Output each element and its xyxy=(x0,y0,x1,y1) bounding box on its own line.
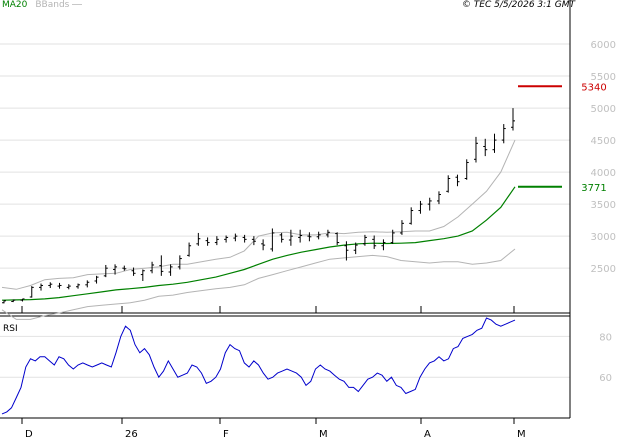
price-bar xyxy=(362,234,367,246)
price-bar xyxy=(511,108,515,131)
copyright-text: © TEC 5/5/2026 3:1 GMT xyxy=(461,0,575,10)
price-bar xyxy=(85,280,90,288)
price-bar xyxy=(233,233,238,242)
price-bar xyxy=(196,232,201,246)
price-bar xyxy=(335,232,340,246)
price-bar xyxy=(372,235,377,249)
price-level-label: 3771 xyxy=(581,183,606,194)
price-bar xyxy=(39,283,44,291)
price-tick-label: 3500 xyxy=(591,200,616,211)
x-axis-ticks: D 26 F M A M xyxy=(21,306,526,440)
price-bar xyxy=(427,197,432,211)
price-bar xyxy=(122,265,127,271)
moving-average xyxy=(1,186,516,301)
price-bar xyxy=(381,239,386,251)
y-axis-ticks: 2500 3000 3500 4000 4500 5000 5500 6000 60 80 xyxy=(591,40,616,384)
price-bar xyxy=(11,299,16,303)
price-bar xyxy=(501,124,506,144)
rsi-line xyxy=(1,317,516,415)
legend: MA20 BBands xyxy=(2,0,83,12)
price-tick-label: 3000 xyxy=(591,232,616,243)
x-tick-label: M xyxy=(517,429,526,440)
price-bar xyxy=(168,264,173,276)
price-bar xyxy=(409,207,414,225)
price-bar xyxy=(298,229,303,243)
price-bar xyxy=(131,267,136,276)
bbands-upper-line xyxy=(1,139,516,290)
price-bar xyxy=(94,275,99,284)
price-tick-label: 5000 xyxy=(591,104,616,115)
x-tick-label: F xyxy=(223,429,229,440)
rsi-tick-label: 60 xyxy=(599,373,612,384)
frame xyxy=(0,0,571,419)
legend-ma20: MA20 xyxy=(2,0,28,10)
price-bar xyxy=(150,261,155,274)
price-bar xyxy=(103,264,108,278)
price-bar xyxy=(57,282,62,289)
rsi-title: RSI xyxy=(3,324,18,334)
price-bar xyxy=(20,298,25,302)
price-bar xyxy=(353,242,358,255)
price-bar xyxy=(242,234,247,243)
price-bar xyxy=(325,229,330,238)
price-bar xyxy=(436,191,441,205)
price-bar xyxy=(159,255,164,276)
price-bar xyxy=(492,133,497,153)
price-level-label: 5340 xyxy=(581,82,606,93)
price-bar xyxy=(270,228,275,252)
bbands-lower-line xyxy=(1,248,516,320)
bollinger-bands xyxy=(1,139,516,320)
price-bar xyxy=(279,232,284,243)
price-tick-label: 4500 xyxy=(591,136,616,147)
price-bar xyxy=(390,229,395,244)
legend-bbands: BBands xyxy=(35,0,70,10)
price-tick-label: 6000 xyxy=(591,40,616,51)
price-bar xyxy=(2,300,6,304)
price-tick-label: 5500 xyxy=(591,72,616,83)
price-bar xyxy=(288,229,293,246)
price-bar xyxy=(464,159,469,180)
price-bar xyxy=(187,242,192,257)
price-bar xyxy=(140,269,145,281)
rsi-tick-label: 80 xyxy=(599,332,612,343)
price-bar xyxy=(473,136,478,163)
price-bar xyxy=(205,237,210,246)
price-bar xyxy=(344,241,349,261)
price-bar xyxy=(446,175,451,193)
price-bar xyxy=(214,236,219,246)
x-tick-label: 26 xyxy=(125,429,138,440)
price-bar xyxy=(177,255,182,270)
price-bar xyxy=(418,200,423,214)
price-bar xyxy=(29,286,34,298)
x-tick-label: M xyxy=(319,429,328,440)
grid xyxy=(0,43,570,378)
price-bar xyxy=(66,284,71,290)
price-bar xyxy=(261,239,266,251)
x-tick-label: A xyxy=(424,429,431,440)
price-bar xyxy=(483,138,488,157)
price-levels: 5340 3771 xyxy=(518,82,607,194)
ma20-line xyxy=(1,186,516,301)
price-tick-label: 2500 xyxy=(591,264,616,275)
price-bar xyxy=(76,283,81,289)
price-candles xyxy=(2,108,515,304)
rsi-series-line xyxy=(1,317,516,415)
price-bar xyxy=(48,282,53,289)
x-tick-label: D xyxy=(25,429,33,440)
price-bar xyxy=(399,220,404,235)
price-bar xyxy=(316,231,321,240)
price-bar xyxy=(224,235,229,243)
price-bar xyxy=(455,174,460,187)
price-bar xyxy=(307,232,312,242)
legend-bbands-swatch xyxy=(72,4,83,5)
price-bar xyxy=(113,264,118,275)
price-bar xyxy=(251,236,256,246)
price-tick-label: 4000 xyxy=(591,168,616,179)
